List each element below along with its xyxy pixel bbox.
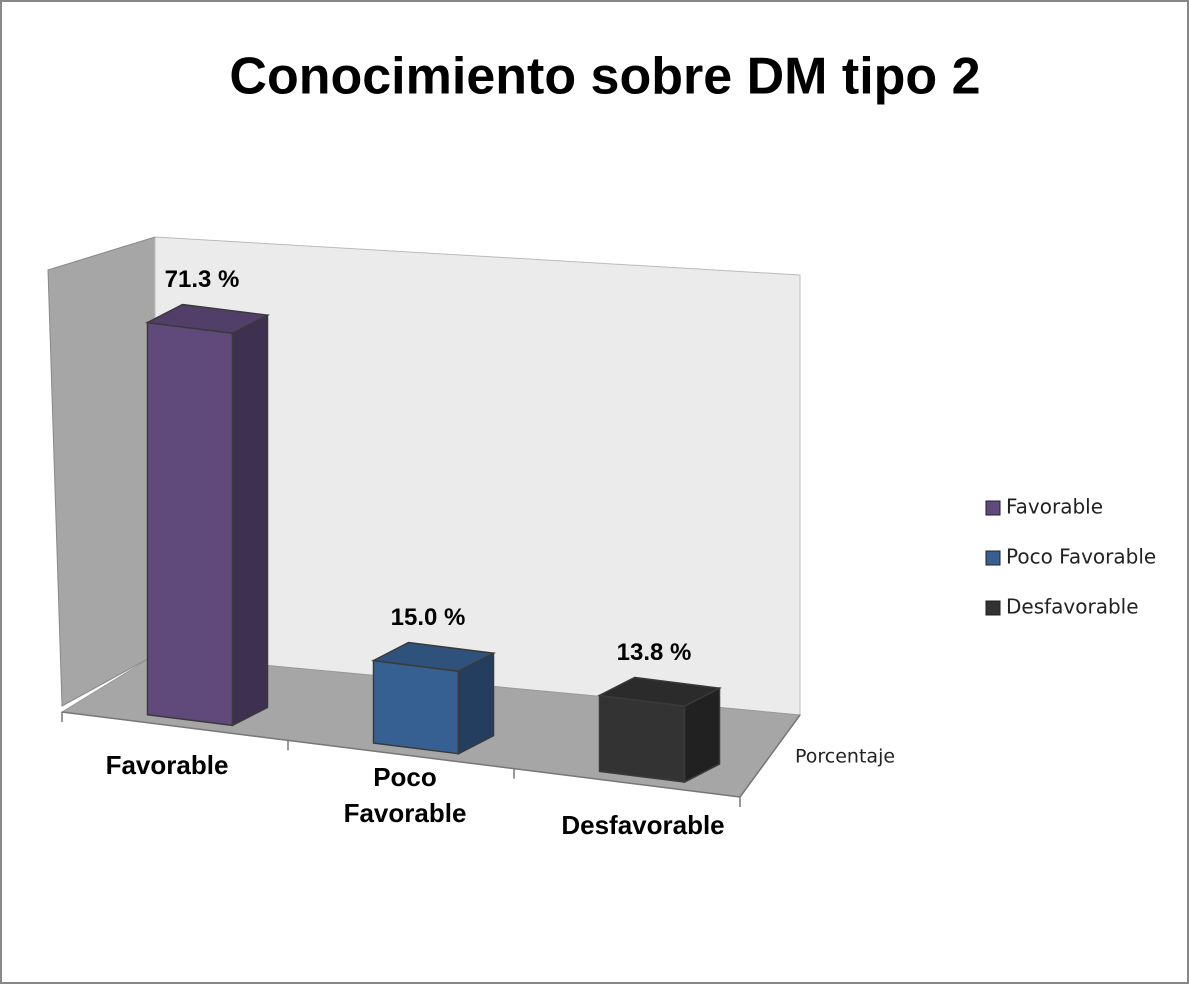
chart-title: Conocimiento sobre DM tipo 2 <box>229 48 980 106</box>
data-label: 13.8 % <box>617 639 692 666</box>
x-tick-label: Poco Favorable <box>343 762 467 828</box>
legend-label: Poco Favorable <box>1006 545 1156 569</box>
depth-axis-label: Porcentaje <box>795 746 895 768</box>
bar-front <box>146 321 234 727</box>
data-label: 15.0 % <box>391 604 466 631</box>
bar <box>596 676 723 784</box>
bar-top <box>144 303 271 334</box>
bar-front <box>598 694 686 783</box>
legend-swatch <box>985 550 1001 566</box>
bar <box>370 641 497 755</box>
legend-swatch <box>985 600 1001 616</box>
bar <box>144 303 271 727</box>
side-wall <box>47 236 156 707</box>
legend-swatch <box>985 500 1001 516</box>
x-tick-label: Favorable <box>105 750 229 781</box>
bar-top <box>370 641 497 672</box>
legend-label: Favorable <box>1006 495 1103 519</box>
x-axis-line <box>61 711 741 798</box>
bar-front <box>372 659 460 755</box>
x-tick-label: Desfavorable <box>561 809 725 840</box>
legend-label: Desfavorable <box>1006 595 1139 619</box>
bar-side <box>231 313 269 727</box>
bar-top <box>596 676 723 707</box>
depth-axis-line <box>739 714 801 798</box>
data-label: 71.3 % <box>165 266 240 293</box>
